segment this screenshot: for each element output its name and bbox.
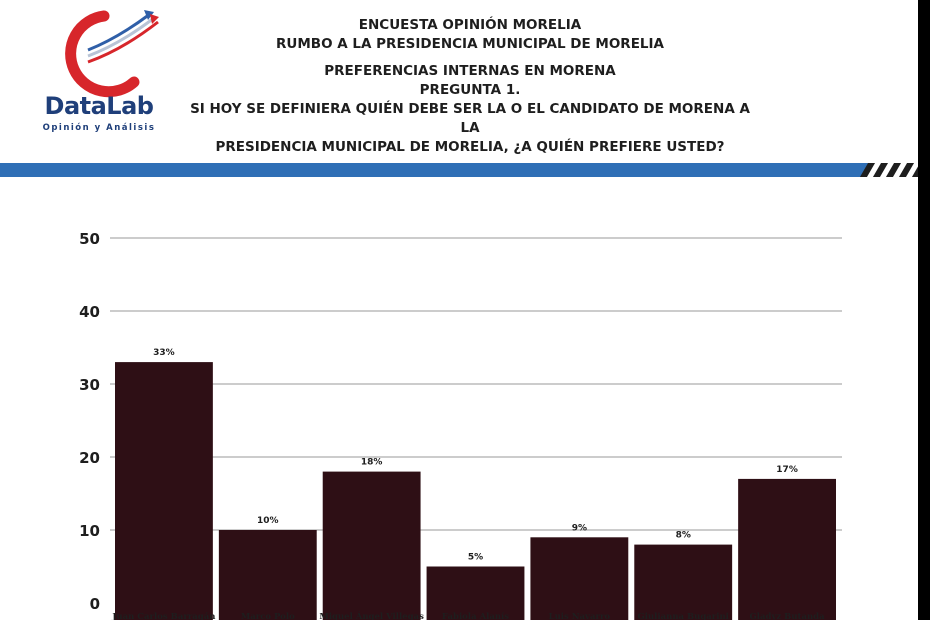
x-tick-label: Luis Navarro xyxy=(549,612,611,620)
logo-tagline: Opinión y Análisis xyxy=(42,123,156,133)
datalab-logo: DataLab Opinión y Análisis xyxy=(38,8,162,133)
question-line-2: PRESIDENCIA MUNICIPAL DE MORELIA, ¿A QUI… xyxy=(215,139,725,155)
bar xyxy=(322,471,421,620)
x-tick-label: Fabiola Alanís xyxy=(442,611,509,620)
data-label: 18% xyxy=(361,458,383,468)
y-tick-label: 40 xyxy=(79,303,100,321)
x-tick-label: Miguel Ángel Villegas xyxy=(319,610,424,620)
x-tick-label: Giulianna Bugarini xyxy=(638,612,730,620)
x-tick-label: Gladyz Butanda xyxy=(750,612,826,620)
title-line-1: ENCUESTA OPINIÓN MORELIA xyxy=(358,17,582,33)
header-stripes xyxy=(858,163,918,177)
bar xyxy=(738,478,836,620)
data-label: 33% xyxy=(153,348,175,358)
title-line-2: RUMBO A LA PRESIDENCIA MUNICIPAL DE MORE… xyxy=(276,36,664,52)
bar xyxy=(115,362,213,620)
header-divider-bar xyxy=(0,163,858,177)
y-tick-label: 50 xyxy=(79,230,100,248)
y-tick-label: 10 xyxy=(79,522,100,540)
bar xyxy=(218,530,317,620)
y-tick-label: 0 xyxy=(90,595,100,613)
bar xyxy=(530,537,629,620)
data-label: 17% xyxy=(776,465,798,475)
title-line-3: PREFERENCIAS INTERNAS EN MORENA xyxy=(324,63,616,79)
data-label: 5% xyxy=(468,553,483,563)
logo-mark-icon xyxy=(65,10,159,98)
logo-name: DataLab xyxy=(44,92,154,120)
x-tick-label: Juan Carlos Barragán xyxy=(111,611,215,620)
data-label: 9% xyxy=(572,523,587,533)
x-tick-label: Marco Polo xyxy=(241,612,295,620)
bar-chart: 0 10 20 30 40 50 33% Juan Carlos Barragán 10% Mar… xyxy=(79,230,842,620)
bar xyxy=(634,544,733,620)
y-tick-label: 30 xyxy=(79,376,100,394)
stripe-5 xyxy=(911,163,918,177)
data-label: 8% xyxy=(676,531,691,541)
y-tick-label: 20 xyxy=(79,449,100,467)
question-line-1: SI HOY SE DEFINIERA QUIÉN DEBE SER LA O … xyxy=(190,101,750,136)
data-label: 10% xyxy=(257,516,279,526)
survey-title-block: ENCUESTA OPINIÓN MORELIA RUMBO A LA PRES… xyxy=(180,16,760,157)
title-line-4: PREGUNTA 1. xyxy=(419,82,521,98)
bar xyxy=(426,566,525,620)
